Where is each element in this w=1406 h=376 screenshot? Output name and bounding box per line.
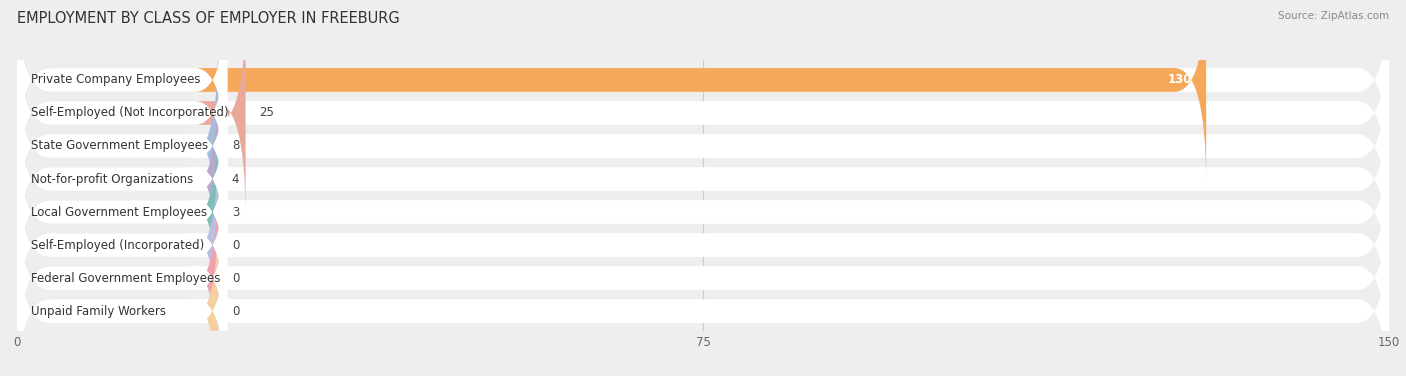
- Text: Not-for-profit Organizations: Not-for-profit Organizations: [31, 173, 193, 185]
- Text: Source: ZipAtlas.com: Source: ZipAtlas.com: [1278, 11, 1389, 21]
- FancyBboxPatch shape: [17, 0, 1389, 183]
- FancyBboxPatch shape: [17, 208, 1389, 376]
- FancyBboxPatch shape: [17, 9, 1389, 217]
- FancyBboxPatch shape: [17, 141, 218, 349]
- Text: 25: 25: [259, 106, 274, 120]
- Text: 130: 130: [1168, 73, 1192, 86]
- FancyBboxPatch shape: [17, 174, 1389, 376]
- FancyBboxPatch shape: [17, 9, 246, 217]
- Text: State Government Employees: State Government Employees: [31, 139, 208, 153]
- FancyBboxPatch shape: [17, 108, 228, 316]
- Text: Local Government Employees: Local Government Employees: [31, 206, 207, 218]
- Text: Self-Employed (Not Incorporated): Self-Employed (Not Incorporated): [31, 106, 228, 120]
- Text: 0: 0: [232, 271, 239, 285]
- FancyBboxPatch shape: [17, 208, 218, 376]
- FancyBboxPatch shape: [17, 174, 218, 376]
- Text: 4: 4: [232, 173, 239, 185]
- FancyBboxPatch shape: [17, 141, 228, 349]
- FancyBboxPatch shape: [17, 0, 1206, 183]
- Text: Federal Government Employees: Federal Government Employees: [31, 271, 219, 285]
- Text: Self-Employed (Incorporated): Self-Employed (Incorporated): [31, 238, 204, 252]
- FancyBboxPatch shape: [17, 75, 218, 283]
- FancyBboxPatch shape: [17, 9, 228, 217]
- FancyBboxPatch shape: [17, 208, 228, 376]
- FancyBboxPatch shape: [17, 174, 228, 376]
- FancyBboxPatch shape: [17, 108, 1389, 316]
- Text: Unpaid Family Workers: Unpaid Family Workers: [31, 305, 166, 318]
- FancyBboxPatch shape: [17, 141, 1389, 349]
- FancyBboxPatch shape: [17, 42, 218, 250]
- Text: 8: 8: [232, 139, 239, 153]
- FancyBboxPatch shape: [17, 42, 1389, 250]
- FancyBboxPatch shape: [17, 108, 218, 316]
- Text: 0: 0: [232, 238, 239, 252]
- FancyBboxPatch shape: [17, 75, 228, 283]
- Text: Private Company Employees: Private Company Employees: [31, 73, 200, 86]
- FancyBboxPatch shape: [17, 42, 228, 250]
- Text: 0: 0: [232, 305, 239, 318]
- Text: 3: 3: [232, 206, 239, 218]
- FancyBboxPatch shape: [17, 0, 228, 183]
- Text: EMPLOYMENT BY CLASS OF EMPLOYER IN FREEBURG: EMPLOYMENT BY CLASS OF EMPLOYER IN FREEB…: [17, 11, 399, 26]
- FancyBboxPatch shape: [17, 75, 1389, 283]
